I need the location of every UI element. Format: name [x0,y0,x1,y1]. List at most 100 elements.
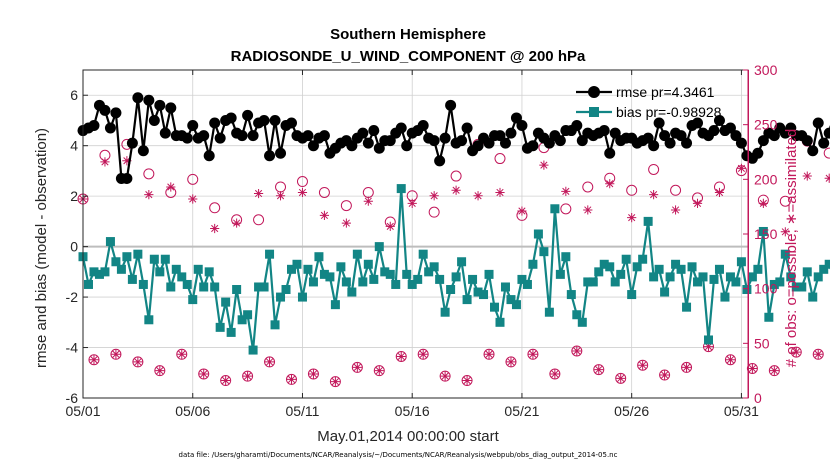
obs-assimilated-marker [286,374,297,385]
x-tick-label: 05/01 [65,403,100,419]
obs-assimilated-marker [418,349,428,359]
bias-point [303,264,313,274]
bias-point [435,274,445,284]
bias-point [539,247,549,257]
rmse-point [181,132,193,144]
bias-point [380,267,390,277]
obs-assimilated-marker [166,182,176,192]
rmse-point [456,135,468,147]
obs-assimilated-marker [243,371,253,381]
bias-point [336,262,346,272]
obs-assimilated-marker [199,369,209,379]
bias-point [758,226,768,236]
bias-point [363,259,373,269]
rmse-point [258,114,270,126]
rmse-point [439,132,451,144]
y-tick-label-right: 150 [754,226,778,242]
rmse-point [428,135,440,147]
rmse-point [318,130,330,142]
bias-point [193,264,203,274]
bias-point [703,335,713,345]
obs-possible-marker [790,346,802,358]
bias-point [319,269,329,279]
rmse-bias-series [77,92,830,355]
obs-assimilated-marker [517,206,527,216]
bias-point [116,264,126,274]
y-tick-label-right: 200 [754,171,778,187]
bias-point [550,204,560,214]
obs-assimilated-marker [813,349,823,359]
y-axis-label-left: rmse and bias (model - observation) [33,128,50,368]
bias-point [204,267,214,277]
bias-point [484,269,494,279]
rmse-point [642,132,654,144]
obs-assimilated-marker [188,194,198,204]
rmse-point [823,127,830,139]
rmse-point [121,172,133,184]
bias-point [446,285,456,295]
y-tick-label-right: 0 [754,390,762,406]
bias-point [292,259,302,269]
obs-possible-marker [670,184,682,196]
right-axis-line [747,70,749,398]
bias-point [764,312,774,322]
rmse-point [510,112,522,124]
bias-point [797,282,807,292]
rmse-point [653,117,665,129]
rmse-point [362,137,374,149]
obs-possible-marker [318,186,330,198]
obs-possible-marker [779,195,791,207]
obs-assimilated-marker [275,191,286,201]
bias-point [791,282,801,292]
rmse-point [307,140,319,152]
bias-point [495,317,505,327]
obs-possible-marker [483,348,495,360]
bias-point [413,274,423,284]
bias-point [725,272,735,282]
bias-point [221,297,231,307]
obs-possible-marker [264,356,276,368]
rmse-point [445,99,457,111]
bias-point [226,327,236,337]
obs-assimilated-marker [747,363,757,374]
bias-point [166,282,176,292]
bias-point [813,272,823,282]
legend-marker-bias [589,107,599,117]
obs-possible-marker [439,370,451,382]
bias-point [215,322,225,332]
rmse-point [143,94,155,106]
bias-point [572,310,582,320]
rmse-point [203,150,215,162]
rmse-point [807,145,819,157]
bias-point [402,269,412,279]
y-tick-label-left: -4 [66,340,79,356]
obs-assimilated-marker [758,198,768,208]
obs-assimilated-marker [681,362,692,372]
obs-assimilated-marker [692,198,703,208]
obs-possible-marker [450,170,462,182]
rmse-point [604,147,616,159]
bias-point [374,242,384,252]
obs-possible-marker [176,348,188,360]
obs-possible-marker [428,206,440,218]
rmse-point [801,135,813,147]
rmse-point [609,127,621,139]
obs-assimilated-marker [769,366,779,376]
bias-point [171,264,181,274]
bias-point [369,274,379,284]
legend[interactable]: rmse pr=4.3461 bias pr=-0.98928 [576,84,722,120]
bias-point [533,229,543,239]
obs-possible-marker [373,365,385,377]
rmse-point [110,107,122,119]
rmse-point [88,120,100,132]
obs-possible-marker [494,153,506,165]
obs-assimilated-marker [308,369,319,379]
bias-point [248,345,258,355]
obs-possible-marker [209,202,221,214]
bias-point [210,282,220,292]
bias-point [144,315,154,325]
bias-point [385,269,395,279]
x-tick-label: 05/06 [175,403,210,419]
rmse-point [368,125,380,137]
bias-point [671,259,681,269]
